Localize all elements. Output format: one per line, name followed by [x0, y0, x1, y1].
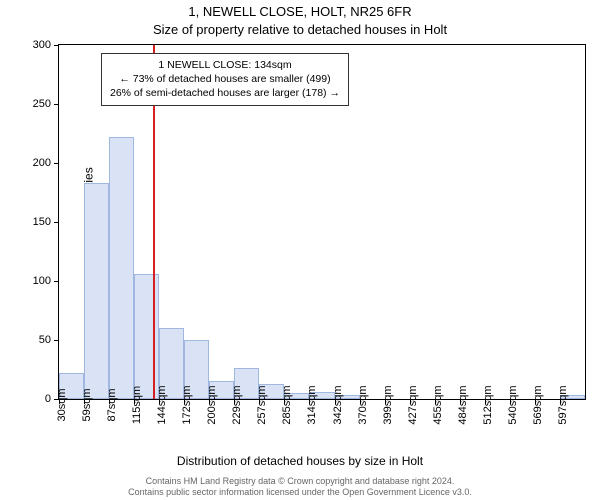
attribution-line1: Contains HM Land Registry data © Crown c…	[0, 476, 600, 487]
xtick-label: 229sqm	[231, 385, 243, 424]
ytick-label: 200	[33, 157, 51, 169]
chart-title: Size of property relative to detached ho…	[0, 22, 600, 37]
xtick-label: 285sqm	[281, 385, 293, 424]
xtick-label: 200sqm	[206, 385, 218, 424]
xtick-label: 87sqm	[106, 388, 118, 421]
chart-container: 1, NEWELL CLOSE, HOLT, NR25 6FR Size of …	[0, 0, 600, 500]
annotation-line1: 1 NEWELL CLOSE: 134sqm	[110, 58, 340, 72]
attribution-text: Contains HM Land Registry data © Crown c…	[0, 476, 600, 499]
xtick-label: 172sqm	[181, 385, 193, 424]
xtick-label: 115sqm	[131, 386, 143, 424]
xtick-label: 427sqm	[407, 385, 419, 424]
annotation-box: 1 NEWELL CLOSE: 134sqm ← 73% of detached…	[101, 53, 349, 106]
annotation-line2: ← 73% of detached houses are smaller (49…	[110, 72, 340, 86]
xtick-label: 399sqm	[382, 385, 394, 424]
xtick-label: 484sqm	[457, 385, 469, 424]
ytick-label: 50	[39, 334, 51, 346]
xtick-label: 569sqm	[532, 385, 544, 424]
annotation-line3: 26% of semi-detached houses are larger (…	[110, 86, 340, 100]
ytick-label: 250	[33, 98, 51, 110]
attribution-line2: Contains public sector information licen…	[0, 487, 600, 498]
ytick-mark	[54, 340, 59, 341]
xtick-label: 455sqm	[432, 385, 444, 424]
histogram-bar	[134, 274, 159, 399]
ytick-mark	[54, 163, 59, 164]
histogram-bar	[109, 137, 134, 399]
page-suptitle: 1, NEWELL CLOSE, HOLT, NR25 6FR	[0, 4, 600, 19]
xtick-label: 512sqm	[482, 385, 494, 424]
xtick-label: 59sqm	[81, 388, 93, 421]
ytick-label: 300	[33, 39, 51, 51]
ytick-label: 150	[33, 216, 51, 228]
xtick-label: 370sqm	[357, 385, 369, 424]
plot-area: 05010015020025030030sqm59sqm87sqm115sqm1…	[58, 44, 586, 400]
xtick-label: 257sqm	[256, 385, 268, 424]
ytick-mark	[54, 281, 59, 282]
ytick-mark	[54, 45, 59, 46]
histogram-bar	[84, 183, 109, 399]
ytick-label: 100	[33, 275, 51, 287]
ytick-mark	[54, 104, 59, 105]
x-axis-label: Distribution of detached houses by size …	[0, 454, 600, 468]
xtick-label: 342sqm	[332, 385, 344, 424]
xtick-label: 30sqm	[56, 388, 68, 421]
ytick-label: 0	[45, 393, 51, 405]
ytick-mark	[54, 222, 59, 223]
xtick-label: 540sqm	[507, 385, 519, 424]
xtick-label: 144sqm	[156, 385, 168, 424]
xtick-label: 314sqm	[306, 385, 318, 424]
xtick-label: 597sqm	[557, 385, 569, 424]
